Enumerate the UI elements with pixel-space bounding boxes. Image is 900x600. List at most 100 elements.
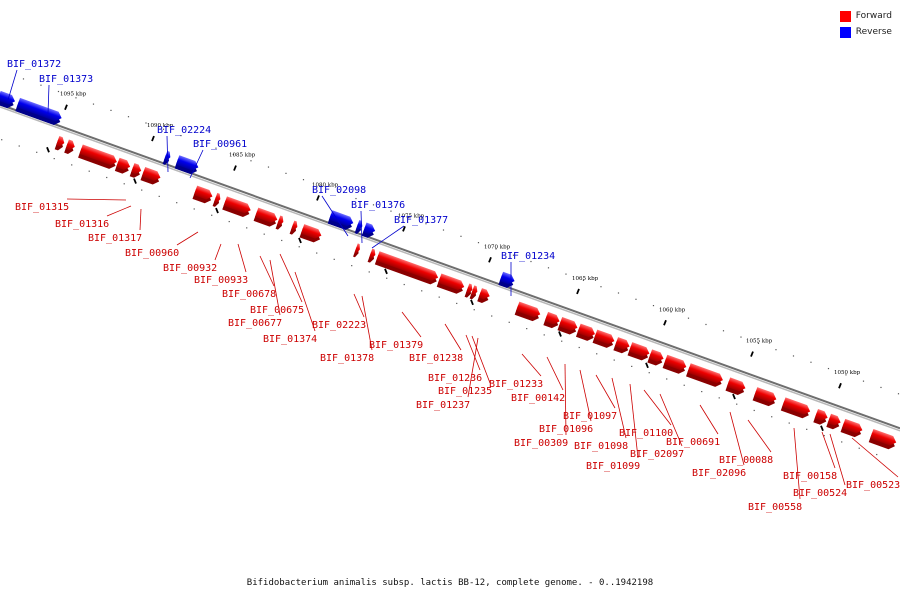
minor-tick-below — [211, 214, 213, 216]
major-tick — [838, 382, 842, 389]
legend: Forward Reverse — [839, 8, 892, 40]
minor-tick-below — [876, 453, 878, 456]
minor-tick-above — [880, 386, 882, 389]
gene-body — [276, 215, 284, 226]
minor-tick-below — [526, 328, 528, 330]
legend-forward-label: Forward — [855, 11, 892, 21]
minor-tick-above — [897, 393, 900, 395]
gene-body — [355, 219, 363, 231]
minor-tick-above — [460, 235, 462, 237]
leader-line — [829, 433, 846, 486]
leader-line — [444, 323, 462, 351]
leader-line — [643, 389, 672, 426]
gene-arrow-f3 — [114, 157, 131, 174]
minor-tick-below — [753, 409, 755, 412]
leader-line — [176, 231, 199, 246]
leader-line — [611, 377, 627, 439]
minor-tick-above — [390, 210, 392, 212]
minor-tick-above — [810, 361, 812, 363]
minor-tick-below — [543, 334, 545, 336]
gene-label-bif-00158: BIF_00158 — [783, 471, 837, 482]
minor-tick-below — [316, 252, 318, 254]
tick-label: 1075 kbp — [398, 213, 425, 219]
major-tick — [750, 351, 754, 357]
gene-body — [163, 150, 171, 162]
minor-tick-above — [827, 367, 830, 370]
gene-body — [376, 251, 439, 281]
gene-body — [193, 185, 213, 200]
leader-line — [699, 404, 719, 435]
gene-label-bif-01098: BIF_01098 — [574, 441, 628, 452]
gene-label-bif-02223: BIF_02223 — [312, 320, 366, 331]
major-tick-below — [46, 146, 50, 153]
gene-body — [465, 283, 473, 294]
minor-tick-below — [176, 202, 178, 204]
minor-tick-below — [246, 227, 248, 229]
gene-arrow-f31 — [752, 387, 777, 407]
gene-label-bif-01315: BIF_01315 — [15, 202, 69, 213]
gene-arrow-f13 — [353, 243, 360, 258]
leader-line — [471, 335, 491, 384]
gene-label-bif-01099: BIF_01099 — [586, 461, 640, 472]
minor-tick-below — [456, 302, 458, 305]
major-tick — [316, 195, 320, 201]
minor-tick-below — [666, 378, 668, 380]
leader-line — [321, 195, 349, 237]
major-tick — [151, 135, 155, 142]
gene-body — [814, 409, 828, 421]
minor-tick-below — [333, 258, 335, 260]
leader-line — [521, 353, 542, 377]
minor-tick-above — [302, 179, 305, 181]
gene-arrow-f28 — [662, 354, 687, 374]
minor-tick-below — [123, 183, 125, 185]
gene-arrow-r3 — [174, 155, 199, 175]
major-tick — [233, 165, 237, 171]
tick-label: 1085 kbp — [229, 153, 256, 159]
gene-label-bif-01373: BIF_01373 — [39, 74, 93, 85]
gene-label-bif-01096: BIF_01096 — [539, 424, 593, 435]
gene-label-bif-02097: BIF_02097 — [630, 449, 684, 460]
minor-tick-above — [425, 223, 427, 225]
minor-tick-below — [53, 158, 55, 160]
gene-label-bif-01317: BIF_01317 — [88, 233, 142, 244]
gene-body — [478, 288, 490, 300]
gene-label-bif-01233: BIF_01233 — [489, 379, 543, 390]
leader-line — [793, 427, 801, 500]
minor-tick-above — [565, 273, 567, 275]
legend-reverse-label: Reverse — [855, 27, 892, 37]
leader-line — [467, 337, 479, 398]
minor-tick-above — [775, 349, 777, 351]
major-tick-below — [384, 268, 388, 275]
minor-tick-above — [110, 109, 112, 112]
gene-arrow-f14 — [367, 248, 376, 263]
minor-tick-above — [407, 216, 410, 219]
minor-tick-above — [582, 279, 585, 282]
minor-tick-below — [806, 428, 808, 430]
minor-tick-below — [1, 139, 3, 141]
minor-tick-above — [757, 342, 760, 344]
legend-forward: Forward — [839, 8, 892, 24]
tick-label: 1080 kbp — [312, 182, 339, 188]
minor-tick-below — [263, 233, 265, 235]
minor-tick-above — [215, 147, 217, 149]
tick-label: 1070 kbp — [484, 244, 511, 250]
gene-label-bif-00678: BIF_00678 — [222, 289, 276, 300]
gene-body — [558, 316, 578, 331]
minor-tick-below — [36, 151, 38, 153]
leader-line — [66, 198, 127, 201]
minor-tick-below — [683, 384, 685, 386]
minor-tick-below — [613, 359, 615, 361]
minor-tick-above — [635, 298, 637, 300]
gene-arrow-f21 — [543, 311, 560, 329]
gene-body — [614, 337, 630, 350]
minor-tick-below — [718, 397, 720, 399]
gene-label-bif-01237: BIF_01237 — [416, 400, 470, 411]
minor-tick-above — [600, 286, 602, 288]
minor-tick-below — [351, 265, 353, 267]
tick-label: 1095 kbp — [60, 92, 87, 98]
leader-line — [237, 243, 247, 273]
gene-body — [290, 220, 298, 231]
minor-tick-above — [792, 355, 795, 357]
leader-line — [279, 253, 303, 303]
